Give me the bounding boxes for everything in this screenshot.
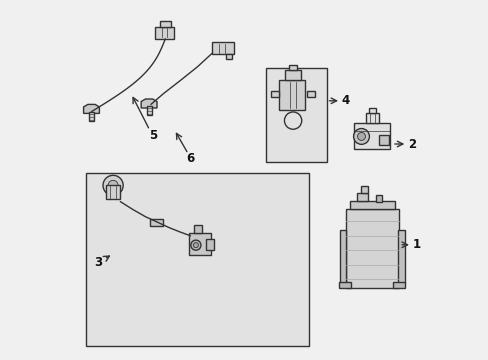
Circle shape (353, 129, 368, 144)
Text: 4: 4 (341, 94, 349, 107)
Polygon shape (83, 104, 99, 113)
Bar (349, 201, 394, 209)
Text: 5: 5 (148, 129, 157, 141)
Bar (378, 135, 388, 145)
Bar (397, 230, 404, 283)
Bar (279, 80, 305, 110)
Bar (155, 27, 174, 39)
Circle shape (108, 180, 118, 190)
Bar (265, 68, 326, 162)
Bar (353, 123, 389, 149)
Bar (194, 225, 202, 233)
Text: 6: 6 (186, 152, 194, 165)
Bar (212, 42, 233, 54)
Circle shape (190, 240, 201, 250)
Bar (205, 239, 213, 250)
Bar (368, 108, 375, 113)
Circle shape (357, 132, 365, 140)
Bar (392, 282, 405, 288)
Text: 1: 1 (412, 238, 420, 251)
Bar (146, 106, 151, 115)
Bar (360, 186, 367, 193)
Bar (365, 113, 378, 123)
Bar (149, 219, 163, 226)
Bar (188, 233, 211, 255)
Bar (339, 282, 351, 288)
Text: 2: 2 (407, 138, 415, 150)
Bar (288, 65, 297, 70)
Bar (271, 91, 279, 97)
Bar (356, 193, 367, 201)
Bar (375, 195, 382, 202)
Bar (346, 209, 398, 288)
Bar (225, 54, 232, 59)
Circle shape (193, 243, 198, 248)
Bar (86, 173, 309, 346)
Bar (89, 112, 94, 121)
Circle shape (103, 175, 123, 195)
Bar (159, 21, 171, 27)
Bar (339, 230, 346, 283)
Polygon shape (141, 99, 157, 108)
Bar (106, 185, 120, 199)
Text: 3: 3 (95, 256, 102, 269)
Bar (285, 70, 301, 80)
Bar (306, 91, 314, 97)
